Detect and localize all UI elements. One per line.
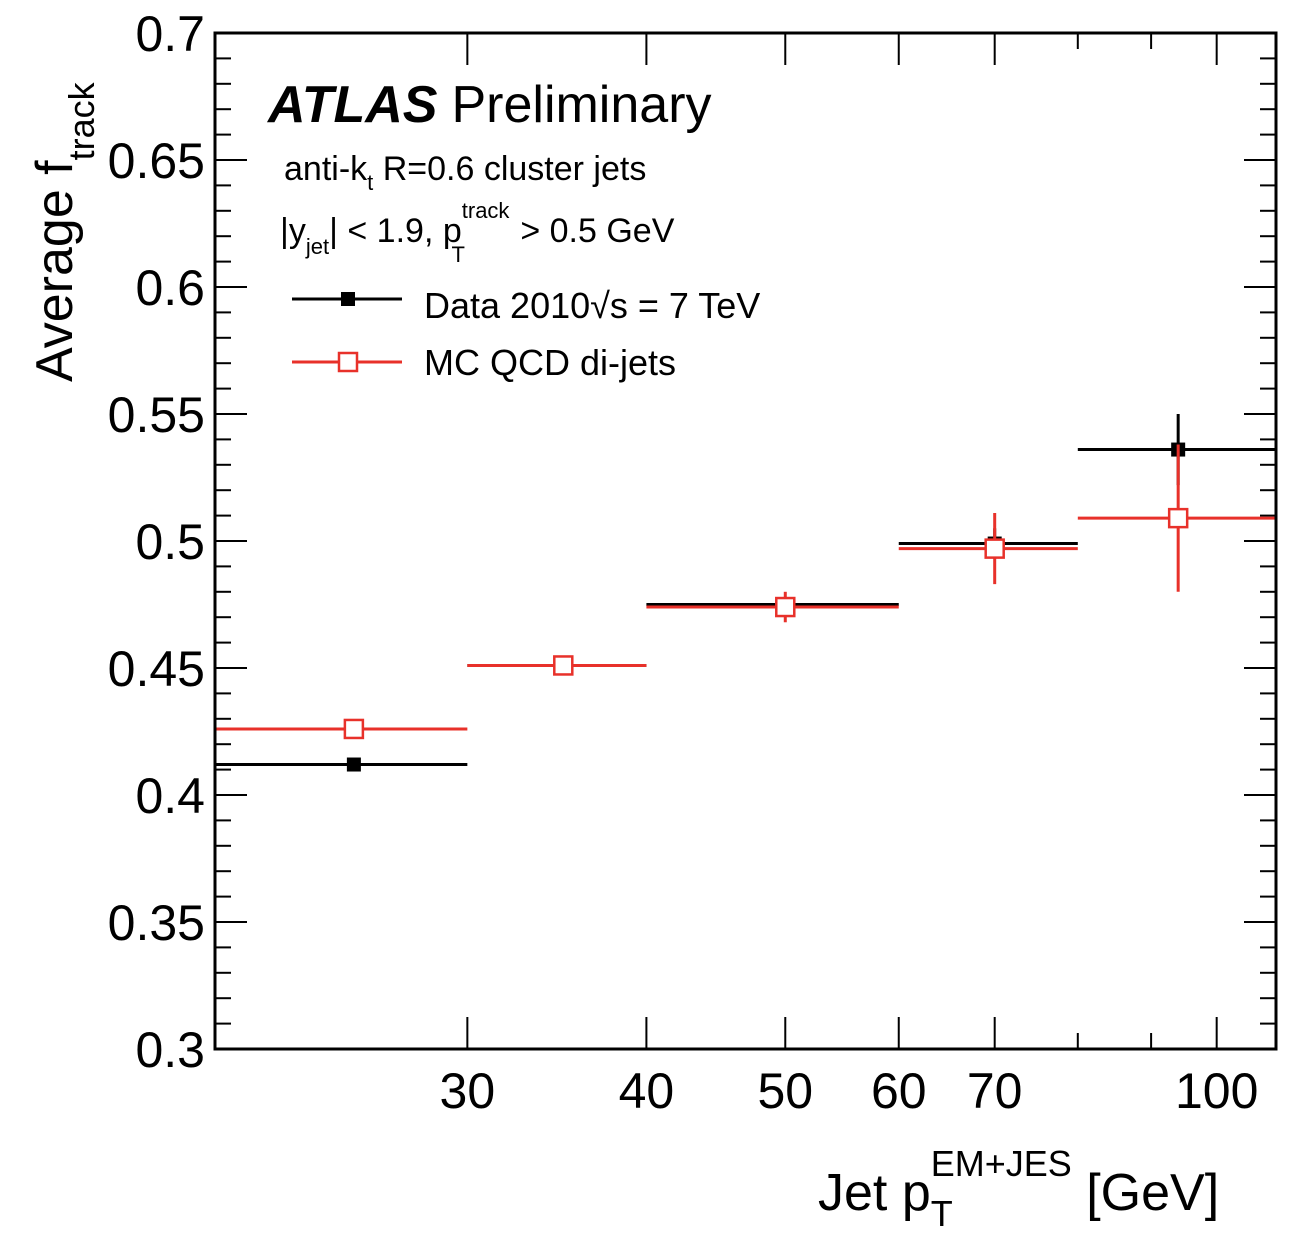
x-tick-label: 50 (757, 1063, 813, 1119)
svg-text:Data 2010√s = 7 TeV: Data 2010√s = 7 TeV (424, 285, 760, 326)
x-tick-label: 30 (440, 1063, 496, 1119)
svg-text:MC QCD di-jets: MC QCD di-jets (424, 342, 676, 383)
plot-frame (213, 31, 1278, 1051)
series-1 (215, 444, 1276, 740)
legend-marker-data (341, 292, 355, 306)
x-tick-label: 70 (967, 1063, 1023, 1119)
legend-entry-data: Data 2010√s = 7 TeV (292, 285, 760, 326)
y-tick-label: 0.6 (135, 260, 205, 316)
y-tick-label: 0.55 (108, 387, 205, 443)
data-point (346, 757, 361, 772)
y-tick-label: 0.7 (135, 6, 205, 62)
x-tick-label: 60 (871, 1063, 927, 1119)
legend: Data 2010√s = 7 TeV MC QCD di-jets (292, 285, 760, 383)
legend-marker-mc (337, 351, 359, 373)
y-axis-title-sub: track (61, 81, 102, 160)
data-point (553, 655, 574, 676)
x-tick-label: 100 (1175, 1063, 1258, 1119)
y-tick-label: 0.4 (135, 768, 205, 824)
series-layer (215, 414, 1276, 772)
y-tick-label: 0.3 (135, 1022, 205, 1078)
x-tick-label: 40 (619, 1063, 675, 1119)
data-point (775, 596, 796, 618)
series-0 (215, 414, 1276, 772)
data-point (1167, 507, 1189, 529)
y-tick-label: 0.65 (108, 133, 205, 189)
y-tick-label: 0.5 (135, 514, 205, 570)
atlas-label: ATLAS Preliminary (266, 76, 712, 134)
info-line-cuts: |yjet| < 1.9, ptrack T > 0.5 GeV (280, 198, 675, 267)
y-tick-label: 0.45 (108, 641, 205, 697)
y-tick-label: 0.35 (108, 895, 205, 951)
data-point (343, 718, 365, 740)
y-axis-title: Average ftrack (26, 81, 102, 382)
legend-entry-mc: MC QCD di-jets (292, 342, 676, 383)
x-axis-title-sub: T (931, 1193, 953, 1234)
info-line-jets: anti-kt R=0.6 cluster jets (284, 150, 646, 195)
x-axis-title: Jet pTEM+JES [GeV] (818, 1143, 1219, 1234)
data-point (984, 538, 1005, 559)
axis-ticks: 0.3 0.35 0.4 0.45 0.5 0.55 0.6 0.65 0.7 30 40 50 60 7… (108, 6, 1277, 1119)
x-axis-title-sup: EM+JES (931, 1143, 1072, 1184)
